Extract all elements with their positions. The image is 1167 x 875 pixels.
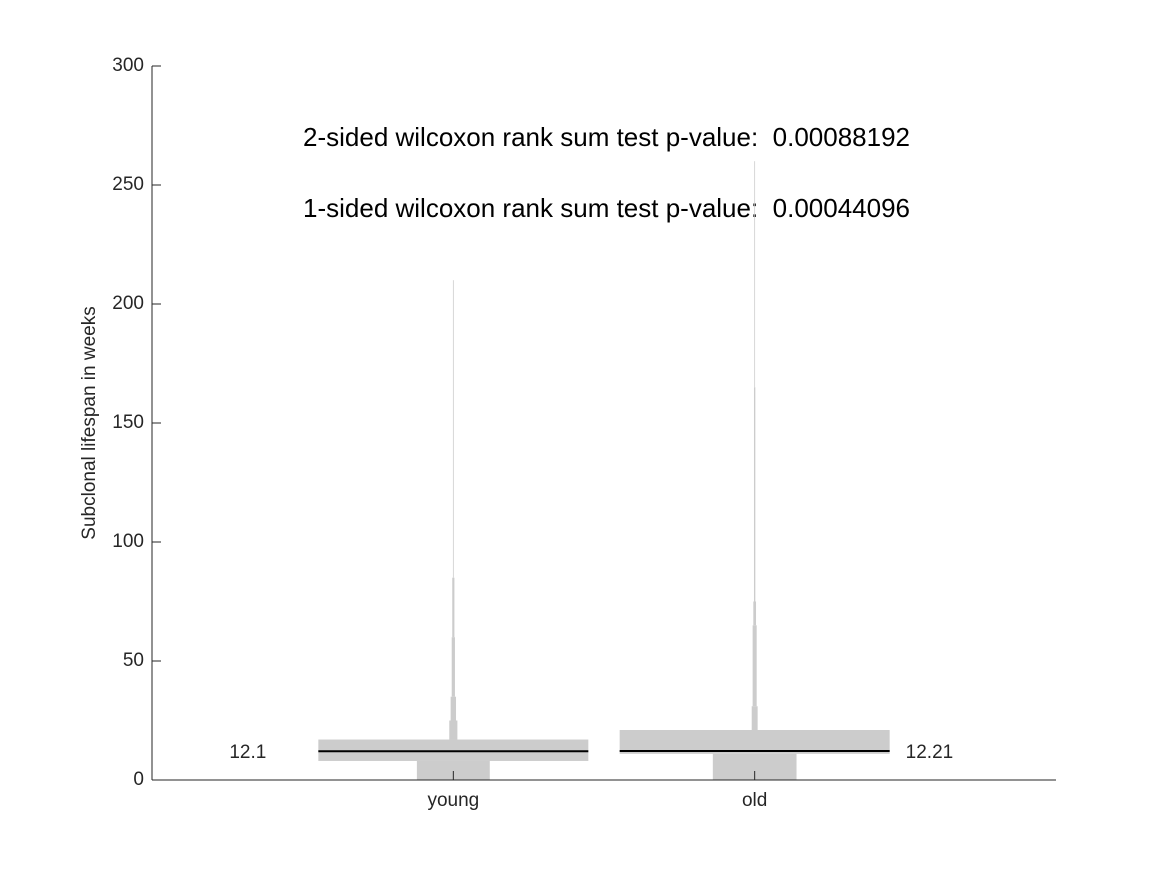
annotation: 2-sided wilcoxon rank sum test p-value: … (303, 122, 910, 152)
y-tick-label: 150 (112, 412, 144, 433)
violin-segment (619, 730, 890, 754)
y-tick-label: 250 (112, 174, 144, 195)
violin-segment (754, 161, 756, 388)
violin-segment (449, 720, 458, 740)
violin-segment (752, 625, 757, 707)
violin-segment (751, 706, 758, 731)
x-tick-label: old (742, 790, 767, 811)
violin-segment (753, 387, 756, 602)
y-tick-label: 100 (112, 531, 144, 552)
median-label: 12.1 (229, 742, 266, 763)
violin-segment (753, 601, 757, 626)
median-label: 12.21 (906, 742, 954, 763)
violin-segment (452, 577, 455, 638)
y-tick-label: 50 (123, 650, 144, 671)
violin-segment (450, 696, 457, 721)
violin-segment (451, 637, 455, 697)
violin-segment (416, 760, 490, 780)
y-tick-label: 0 (133, 769, 144, 790)
violin-segment (452, 280, 454, 578)
y-axis-label: Subclonal lifespan in weeks (79, 306, 100, 539)
y-tick-label: 300 (112, 55, 144, 76)
y-tick-label: 200 (112, 293, 144, 314)
annotation: 1-sided wilcoxon rank sum test p-value: … (303, 193, 910, 223)
x-tick-label: young (427, 790, 479, 811)
